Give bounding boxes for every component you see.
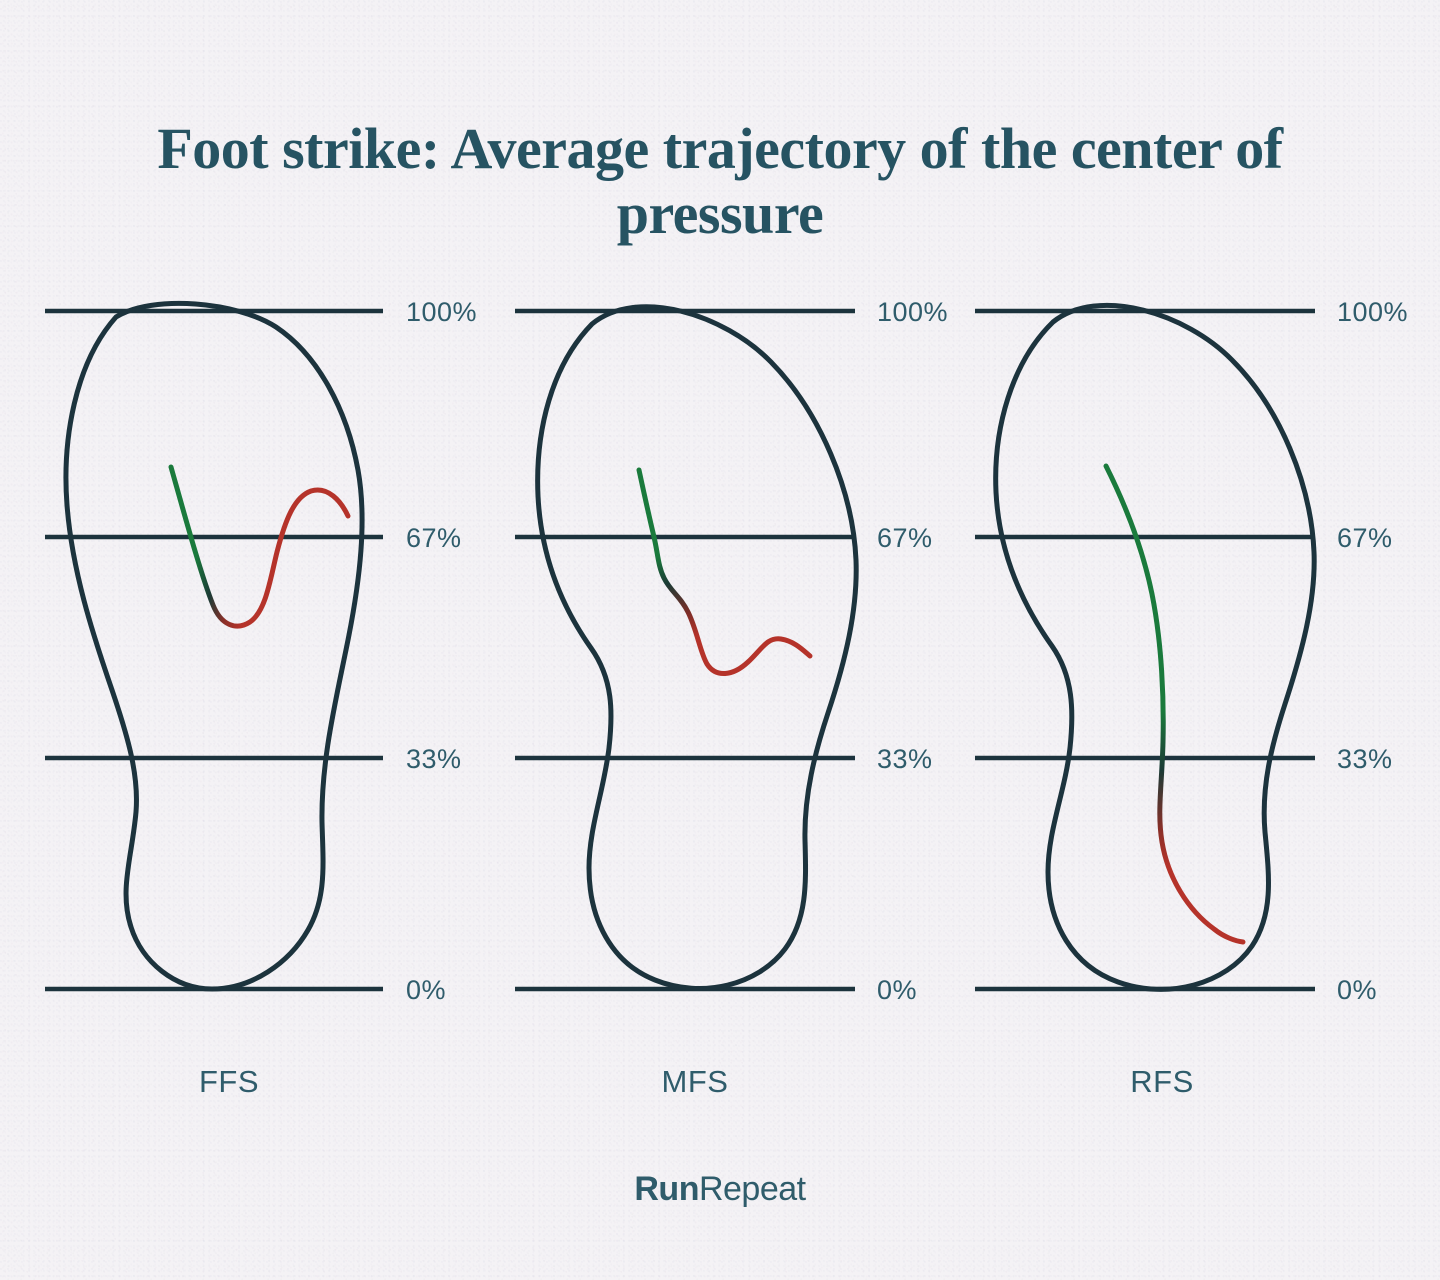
axis-label-100: 100%: [1337, 297, 1408, 327]
runrepeat-logo: RunRepeat: [0, 1170, 1440, 1209]
axis-label-33: 33%: [877, 744, 933, 774]
axis-label-33: 33%: [406, 744, 462, 774]
panel-label-ffs: FFS: [199, 1064, 259, 1099]
axis-label-33: 33%: [1337, 744, 1393, 774]
foot-outline-ffs: [63, 300, 365, 992]
panel-mfs: MFS 100% 67% 33% 0%: [515, 297, 948, 1099]
cop-trajectory-mfs: [636, 467, 813, 676]
axis-label-67: 67%: [1337, 523, 1393, 553]
axis-label-67: 67%: [877, 523, 933, 553]
panel-rfs: RFS 100% 67% 33% 0%: [975, 297, 1408, 1099]
axis-labels-ffs: 100% 67% 33% 0%: [406, 297, 477, 1005]
cop-trajectory-ffs: [168, 464, 351, 629]
panel-ffs: FFS 100% 67% 33% 0%: [45, 297, 477, 1099]
axis-labels-rfs: 100% 67% 33% 0%: [1337, 297, 1408, 1005]
axis-label-100: 100%: [406, 297, 477, 327]
axis-label-0: 0%: [1337, 975, 1377, 1005]
gridlines-rfs: [975, 308, 1315, 992]
axis-label-100: 100%: [877, 297, 948, 327]
logo-repeat: Repeat: [698, 1170, 806, 1208]
foot-outline-rfs: [993, 302, 1317, 992]
logo-run: Run: [634, 1170, 699, 1208]
panel-label-rfs: RFS: [1130, 1064, 1194, 1099]
foot-outline-mfs: [535, 304, 859, 991]
cop-trajectory-rfs: [1103, 463, 1246, 945]
axis-label-0: 0%: [877, 975, 917, 1005]
axis-label-67: 67%: [406, 523, 462, 553]
gridlines-ffs: [45, 308, 383, 992]
axis-labels-mfs: 100% 67% 33% 0%: [877, 297, 948, 1005]
panel-label-mfs: MFS: [662, 1064, 729, 1099]
page-title: Foot strike: Average trajectory of the c…: [157, 115, 1283, 246]
axis-label-0: 0%: [406, 975, 446, 1005]
